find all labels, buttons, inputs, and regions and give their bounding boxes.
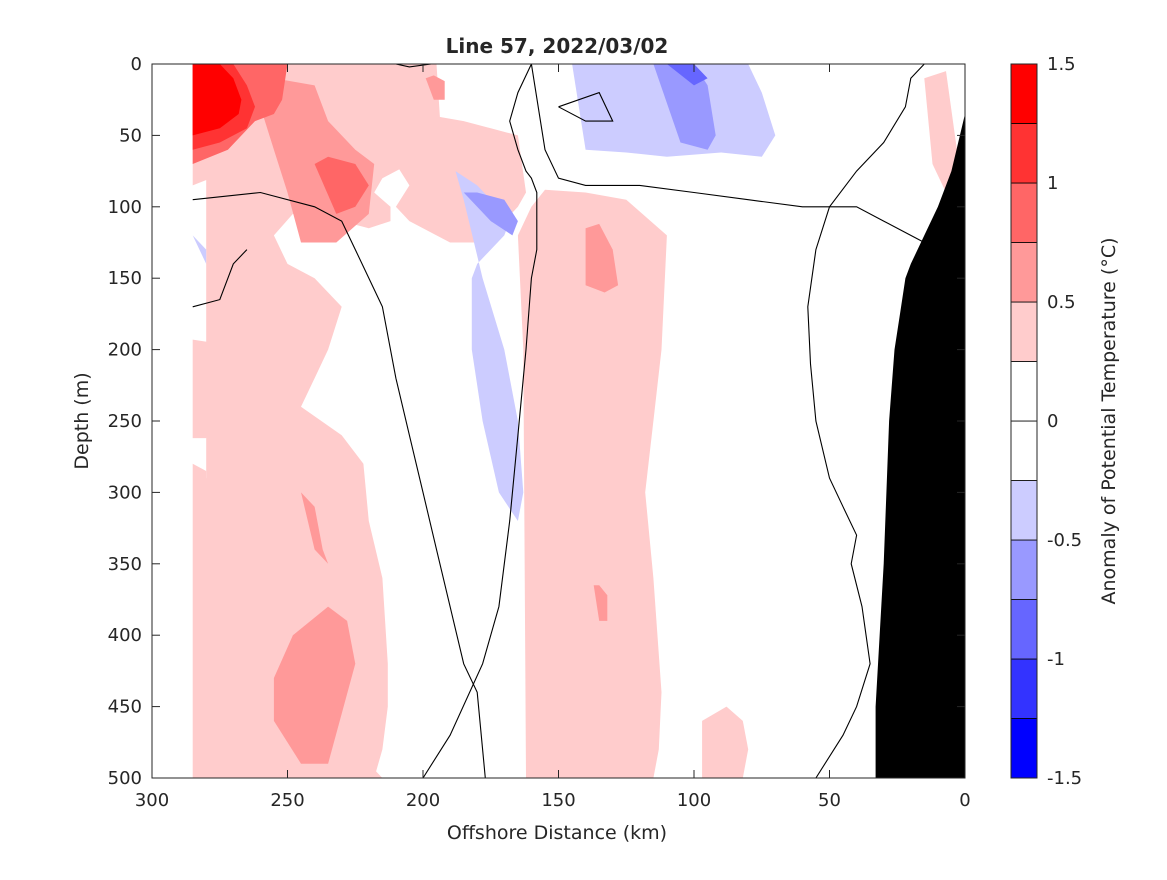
contour-region-7	[301, 492, 329, 564]
x-tick-label-2: 200	[406, 790, 440, 811]
contour-region-20	[653, 64, 716, 150]
colorbar-tick-label-5: -1	[1047, 649, 1065, 670]
colorbar-tick-label-6: -1.5	[1047, 768, 1082, 789]
y-tick-label-5: 250	[108, 411, 142, 432]
colorbar-band-1	[1010, 658, 1038, 719]
chart-title: Line 57, 2022/03/02	[446, 34, 669, 58]
colorbar-band-2	[1010, 599, 1038, 660]
colorbar-band-8	[1010, 242, 1038, 303]
x-tick-label-6: 0	[959, 790, 970, 811]
contour-region-13	[314, 156, 369, 214]
contour-region-19	[463, 192, 518, 236]
y-tick-label-10: 500	[108, 768, 142, 789]
zero-contour-0	[422, 64, 946, 778]
zero-contour-3	[807, 206, 939, 778]
colorbar-tick-label-4: -0.5	[1047, 530, 1082, 551]
zero-contour-layer	[192, 64, 946, 778]
x-tick-label-5: 50	[818, 790, 841, 811]
colorbar-tick-label-1: 1	[1047, 173, 1058, 194]
y-tick-label-0: 0	[131, 54, 142, 75]
colorbar-tick-label-2: 0.5	[1047, 292, 1076, 313]
x-axis: 300 250 200 150 100 50 0	[135, 64, 971, 811]
contour-region-15	[192, 64, 242, 136]
contour-region-5	[924, 71, 957, 193]
contour-region-2	[192, 339, 220, 439]
contour-region-4	[702, 706, 749, 778]
contour-region-9	[585, 223, 619, 293]
zero-contour-4	[558, 91, 614, 122]
colorbar-band-4	[1010, 480, 1038, 541]
colorbar: 1.5 1 0.5 0 -0.5 -1 -1.5	[1010, 54, 1082, 789]
contour-region-16	[455, 171, 524, 521]
y-tick-label-9: 450	[108, 697, 142, 718]
colorbar-frame	[1010, 63, 1038, 779]
y-tick-label-8: 400	[108, 625, 142, 646]
colorbar-band-5	[1010, 420, 1038, 481]
bathymetry-shelf	[875, 114, 965, 778]
y-tick-label-6: 300	[108, 482, 142, 503]
colorbar-band-9	[1010, 182, 1038, 243]
zero-contour-1	[192, 191, 486, 778]
contour-region-3	[517, 189, 667, 778]
contour-region-10	[593, 585, 608, 621]
colorbar-band-3	[1010, 539, 1038, 600]
colorbar-band-11	[1010, 63, 1038, 124]
x-tick-label-0: 300	[135, 790, 169, 811]
zero-contour-2	[192, 249, 248, 308]
colorbar-band-0	[1010, 718, 1038, 779]
x-axis-label: Offshore Distance (km)	[447, 822, 667, 844]
colorbar-band-10	[1010, 123, 1038, 184]
colorbar-band-7	[1010, 301, 1038, 362]
contour-fill-layer	[192, 64, 957, 778]
contour-region-11	[425, 75, 445, 100]
colorbar-tick-label-3: 0	[1047, 411, 1058, 432]
x-tick-label-3: 150	[541, 790, 575, 811]
y-tick-label-2: 100	[108, 197, 142, 218]
y-tick-label-3: 150	[108, 268, 142, 289]
contour-region-8	[273, 606, 356, 764]
x-tick-label-1: 250	[270, 790, 304, 811]
x-tick-label-4: 100	[677, 790, 711, 811]
contour-region-18	[192, 235, 207, 264]
y-axis-label: Depth (m)	[71, 372, 93, 469]
contour-region-1	[192, 463, 423, 778]
y-axis: 0 50 100 150 200 250 300 350 400 450 500	[108, 54, 965, 789]
y-tick-label-4: 200	[108, 340, 142, 361]
colorbar-label: Anomaly of Potential Temperature (°C)	[1098, 238, 1120, 605]
contour-region-21	[666, 64, 708, 86]
zero-contour-5	[395, 64, 432, 68]
colorbar-tick-label-0: 1.5	[1047, 54, 1076, 75]
bathymetry-layer	[875, 114, 965, 778]
colorbar-band-6	[1010, 361, 1038, 422]
y-tick-label-7: 350	[108, 554, 142, 575]
y-tick-label-1: 50	[119, 125, 142, 146]
